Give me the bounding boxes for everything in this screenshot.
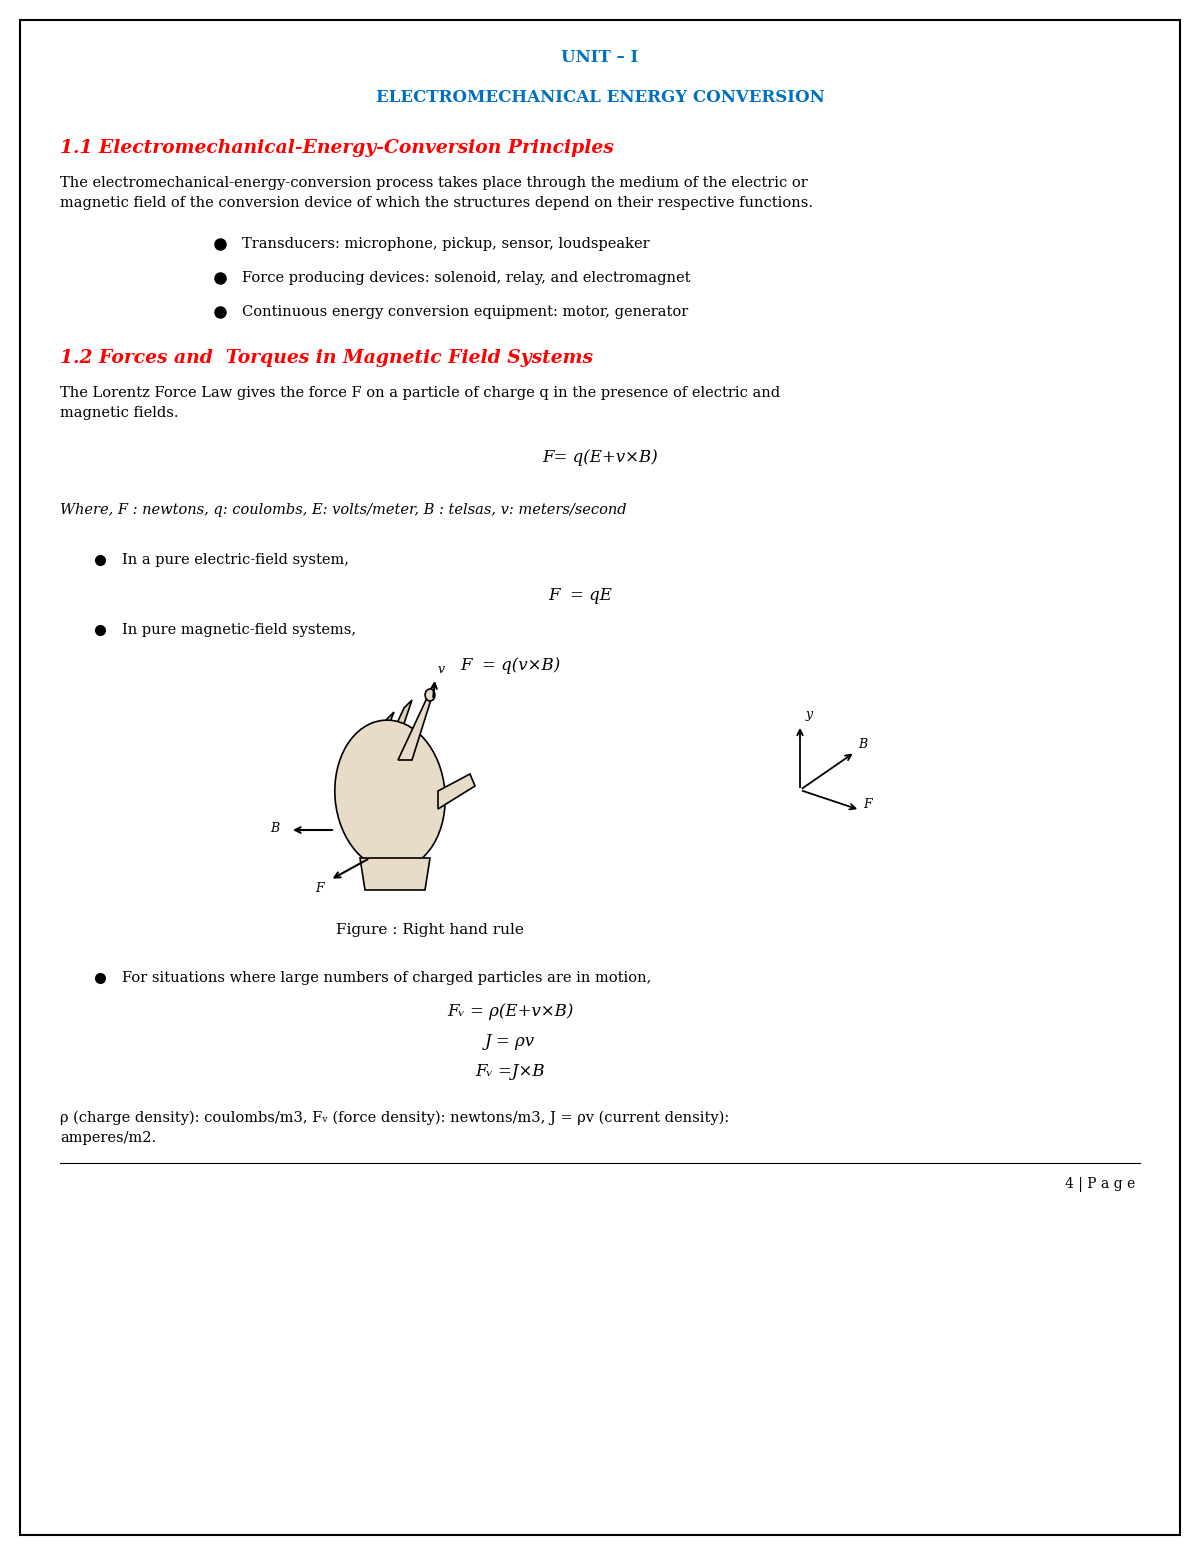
Text: Where, F : newtons, q: coulombs, E: volts/meter, B : telsas, v: meters/second: Where, F : newtons, q: coulombs, E: volt… — [60, 503, 626, 517]
FancyBboxPatch shape — [20, 20, 1180, 1534]
Text: F= q(E+v×B): F= q(E+v×B) — [542, 449, 658, 466]
Text: B: B — [858, 738, 868, 752]
Text: Transducers: microphone, pickup, sensor, loudspeaker: Transducers: microphone, pickup, sensor,… — [242, 238, 649, 252]
Text: F: F — [314, 882, 324, 895]
Text: For situations where large numbers of charged particles are in motion,: For situations where large numbers of ch… — [122, 971, 652, 985]
Text: UNIT – I: UNIT – I — [562, 50, 638, 67]
Polygon shape — [360, 857, 430, 890]
Text: J = ρv: J = ρv — [485, 1033, 535, 1050]
Text: magnetic fields.: magnetic fields. — [60, 405, 179, 419]
Text: amperes/m2.: amperes/m2. — [60, 1131, 156, 1145]
Text: The Lorentz Force Law gives the force F on a particle of charge q in the presenc: The Lorentz Force Law gives the force F … — [60, 387, 780, 401]
Polygon shape — [347, 722, 373, 766]
Text: ρ (charge density): coulombs/m3, Fᵥ (force density): newtons/m3, J = ρv (current: ρ (charge density): coulombs/m3, Fᵥ (for… — [60, 1110, 730, 1126]
Ellipse shape — [335, 721, 445, 870]
Polygon shape — [438, 773, 475, 809]
Polygon shape — [362, 711, 394, 763]
Ellipse shape — [425, 690, 434, 700]
Text: In a pure electric-field system,: In a pure electric-field system, — [122, 553, 349, 567]
Polygon shape — [398, 690, 434, 759]
Text: ELECTROMECHANICAL ENERGY CONVERSION: ELECTROMECHANICAL ENERGY CONVERSION — [376, 90, 824, 107]
Text: Figure : Right hand rule: Figure : Right hand rule — [336, 922, 524, 936]
Text: Fᵥ = ρ(E+v×B): Fᵥ = ρ(E+v×B) — [446, 1003, 574, 1020]
Text: 1.2 Forces and  Torques in Magnetic Field Systems: 1.2 Forces and Torques in Magnetic Field… — [60, 349, 593, 367]
Text: F: F — [863, 798, 871, 811]
Polygon shape — [379, 700, 412, 763]
Text: The electromechanical-energy-conversion process takes place through the medium o: The electromechanical-energy-conversion … — [60, 175, 808, 189]
Text: Continuous energy conversion equipment: motor, generator: Continuous energy conversion equipment: … — [242, 304, 689, 318]
Text: B: B — [270, 822, 280, 836]
Text: Force producing devices: solenoid, relay, and electromagnet: Force producing devices: solenoid, relay… — [242, 272, 690, 286]
Text: v: v — [438, 663, 445, 676]
Text: F  = qE: F = qE — [548, 587, 612, 604]
Text: F  = q(v×B): F = q(v×B) — [460, 657, 560, 674]
Text: 4 | P a g e: 4 | P a g e — [1064, 1177, 1135, 1193]
Text: Fᵥ =J×B: Fᵥ =J×B — [475, 1064, 545, 1081]
Text: y: y — [805, 708, 812, 721]
Text: 1.1 Electromechanical-Energy-Conversion Principles: 1.1 Electromechanical-Energy-Conversion … — [60, 140, 613, 157]
Text: magnetic field of the conversion device of which the structures depend on their : magnetic field of the conversion device … — [60, 196, 814, 210]
Text: In pure magnetic-field systems,: In pure magnetic-field systems, — [122, 623, 356, 637]
